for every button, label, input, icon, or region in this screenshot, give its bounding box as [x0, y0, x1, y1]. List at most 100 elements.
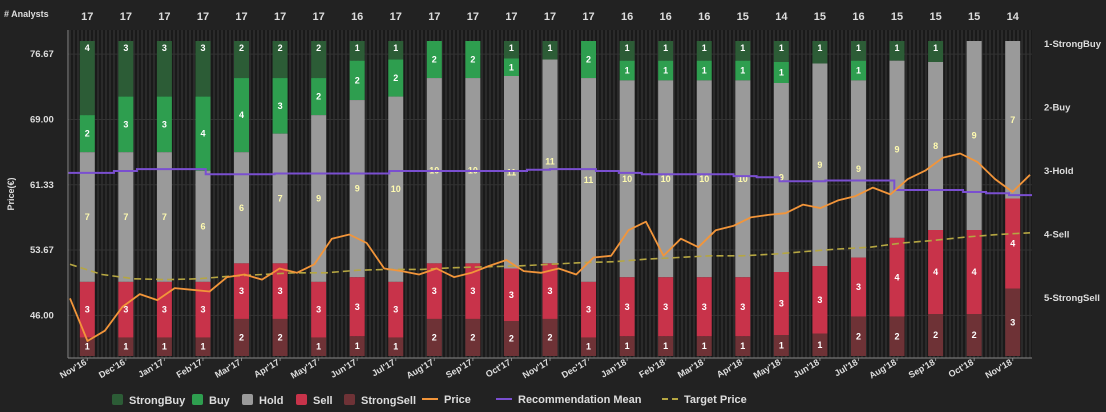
bar-segment-strongsell	[850, 316, 866, 356]
legend-recommendation-mean[interactable]: Recommendation Mean	[496, 394, 641, 406]
stripe	[881, 30, 883, 358]
bar-group: 1 1 9 3 1	[773, 41, 789, 356]
stripe	[421, 30, 423, 358]
bar-segment-label: 11	[584, 175, 594, 185]
bar-segment-label: 3	[663, 302, 668, 312]
bar-segment-label: 7	[123, 212, 128, 222]
bar-segment-label: 2	[856, 331, 861, 341]
analyst-count: 17	[467, 11, 479, 23]
stripe	[617, 30, 619, 358]
bar-segment-sell	[388, 281, 404, 338]
stripe	[965, 30, 967, 358]
y-tick-label: 61.33	[30, 180, 54, 191]
legend-hold[interactable]: Hold	[242, 394, 283, 407]
bar-segment-label: 3	[162, 119, 167, 129]
bar-segment-sell	[658, 277, 674, 337]
bar-segment-sell	[234, 263, 250, 319]
bar-segment-hold	[773, 83, 789, 272]
bar-segment-label: 6	[200, 221, 205, 231]
legend-target-price-line	[662, 398, 678, 400]
bar-segment-sell	[581, 281, 597, 338]
legend-strongsell[interactable]: StrongSell	[344, 394, 416, 407]
stripe	[713, 30, 715, 358]
legend-recommendation-mean-line	[496, 398, 512, 400]
stripe	[137, 30, 139, 358]
stripe	[221, 30, 223, 358]
stripe	[105, 30, 107, 358]
bar-segment-hold	[234, 152, 250, 264]
bar-group: 1 1 10 3 1	[658, 41, 674, 356]
bar-segment-strongbuy	[735, 41, 751, 61]
bar-segment-label: 1	[625, 66, 630, 76]
bar-segment-sell	[889, 237, 905, 317]
bar-segment-strongsell	[118, 337, 134, 356]
stripe	[261, 30, 263, 358]
bar-segment-label: 1	[779, 68, 784, 78]
analyst-count: 17	[120, 11, 132, 23]
bar-segment-label: 3	[200, 43, 205, 53]
bar-segment-label: 9	[972, 131, 977, 141]
bar-segment-strongbuy	[195, 41, 211, 97]
bar-segment-strongbuy	[79, 41, 95, 116]
bar-segment-strongsell	[234, 318, 250, 356]
stripe	[529, 30, 531, 358]
legend-target-price[interactable]: Target Price	[662, 394, 747, 406]
bar-segment-sell	[696, 277, 712, 337]
bar-segment-buy	[311, 78, 327, 116]
legend-price[interactable]: Price	[422, 394, 471, 406]
bar-segment-label: 1	[586, 342, 591, 352]
stripe	[953, 30, 955, 358]
bar-segment-label: 2	[393, 73, 398, 83]
bar-segment-label: 7	[278, 194, 283, 204]
analyst-count: 17	[158, 11, 170, 23]
bar-segment-label: 1	[817, 340, 822, 350]
bar-segment-sell	[272, 263, 288, 319]
legend-strongbuy[interactable]: StrongBuy	[112, 394, 185, 407]
analyst-count: 16	[852, 11, 864, 23]
bar-segment-strongsell	[735, 336, 751, 356]
bar-segment-sell	[812, 266, 828, 334]
bar-segment-strongsell	[581, 337, 597, 356]
legend-label: Hold	[259, 395, 284, 407]
stripe	[289, 30, 291, 358]
legend-sell[interactable]: Sell	[296, 394, 333, 407]
bar-group: 3 4 6 3 1	[195, 41, 211, 356]
bar-segment-hold	[156, 152, 172, 282]
bar-segment-label: 1	[663, 43, 668, 53]
bar-segment-label: 1	[663, 66, 668, 76]
stripe	[413, 30, 415, 358]
bar-segment-label: 10	[661, 174, 671, 184]
stripe	[805, 30, 807, 358]
bar-segment-hold	[850, 80, 866, 258]
bar-segment-strongsell	[311, 337, 327, 356]
bar-segment-strongsell	[812, 333, 828, 356]
bar-segment-label: 3	[702, 302, 707, 312]
stripe	[689, 30, 691, 358]
bar-segment-hold	[349, 100, 365, 278]
stripe	[305, 30, 307, 358]
bar-segment-label: 3	[123, 119, 128, 129]
bar-group: 2 11 3 1	[581, 41, 597, 356]
stripe	[341, 30, 343, 358]
bar-segment-label: 3	[162, 43, 167, 53]
stripe	[1021, 30, 1023, 358]
bar-segment-label: 2	[972, 330, 977, 340]
y-tick-label: 76.67	[30, 49, 54, 60]
stripe	[385, 30, 387, 358]
bar-segment-label: 2	[586, 55, 591, 65]
bar-segment-strongsell	[542, 318, 558, 356]
stripe	[681, 30, 683, 358]
bar-group: 3 3 7 3 1	[156, 41, 172, 356]
bar-segment-hold	[812, 63, 828, 266]
legend-buy[interactable]: Buy	[192, 394, 230, 407]
stripe	[369, 30, 371, 358]
bar-segment-label: 9	[895, 144, 900, 154]
bar-segment-buy	[426, 41, 442, 79]
stripe	[789, 30, 791, 358]
bar-segment-buy	[156, 96, 172, 153]
stripe	[145, 30, 147, 358]
stripe	[377, 30, 379, 358]
bar-segment-buy	[79, 115, 95, 153]
